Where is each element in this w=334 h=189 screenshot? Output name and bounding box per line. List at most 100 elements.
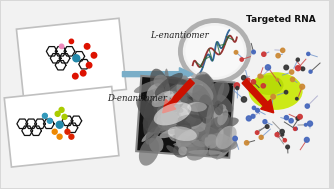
Ellipse shape — [176, 114, 203, 127]
Circle shape — [281, 133, 284, 136]
Ellipse shape — [170, 104, 183, 113]
Ellipse shape — [146, 112, 164, 145]
Ellipse shape — [194, 103, 220, 120]
Ellipse shape — [191, 130, 213, 147]
Ellipse shape — [156, 119, 190, 127]
Circle shape — [244, 141, 249, 145]
Ellipse shape — [139, 138, 159, 166]
Ellipse shape — [216, 139, 223, 149]
Ellipse shape — [178, 84, 203, 97]
Ellipse shape — [180, 92, 196, 104]
Ellipse shape — [161, 76, 188, 85]
Circle shape — [266, 125, 269, 128]
Circle shape — [308, 121, 313, 126]
Ellipse shape — [136, 99, 161, 128]
Ellipse shape — [176, 124, 191, 130]
Ellipse shape — [214, 101, 223, 115]
Ellipse shape — [192, 75, 211, 99]
Ellipse shape — [143, 115, 161, 132]
Ellipse shape — [201, 129, 215, 142]
Circle shape — [294, 127, 297, 130]
Circle shape — [265, 65, 271, 70]
Polygon shape — [16, 18, 126, 100]
Polygon shape — [136, 76, 234, 158]
Ellipse shape — [159, 129, 178, 138]
Ellipse shape — [204, 74, 218, 108]
Ellipse shape — [218, 104, 226, 112]
Circle shape — [80, 70, 86, 76]
Ellipse shape — [180, 79, 210, 101]
Ellipse shape — [204, 134, 218, 149]
Ellipse shape — [178, 146, 187, 156]
Circle shape — [258, 74, 262, 78]
Ellipse shape — [254, 75, 284, 95]
Ellipse shape — [179, 108, 188, 119]
Ellipse shape — [219, 113, 224, 148]
Ellipse shape — [214, 107, 222, 127]
Ellipse shape — [170, 103, 183, 125]
Ellipse shape — [154, 101, 168, 116]
Circle shape — [262, 52, 266, 56]
Ellipse shape — [149, 135, 164, 153]
Ellipse shape — [215, 113, 232, 144]
Ellipse shape — [172, 99, 184, 110]
Circle shape — [307, 52, 310, 56]
Ellipse shape — [190, 113, 205, 130]
Ellipse shape — [175, 125, 194, 144]
Circle shape — [301, 67, 305, 71]
Ellipse shape — [142, 126, 158, 142]
Circle shape — [236, 87, 239, 90]
Ellipse shape — [217, 83, 224, 101]
Ellipse shape — [152, 91, 174, 107]
Circle shape — [234, 50, 238, 54]
Circle shape — [283, 139, 287, 142]
Ellipse shape — [176, 129, 199, 147]
Circle shape — [65, 129, 70, 134]
Ellipse shape — [204, 105, 214, 125]
Ellipse shape — [161, 113, 182, 132]
Circle shape — [251, 80, 256, 84]
Ellipse shape — [176, 122, 181, 149]
Ellipse shape — [155, 73, 183, 96]
Ellipse shape — [180, 139, 205, 156]
Circle shape — [296, 116, 300, 120]
Circle shape — [259, 135, 263, 139]
Circle shape — [286, 145, 290, 149]
Ellipse shape — [187, 102, 207, 112]
Circle shape — [56, 121, 63, 128]
Circle shape — [291, 77, 295, 82]
Ellipse shape — [214, 128, 223, 147]
Ellipse shape — [168, 129, 199, 136]
Ellipse shape — [153, 91, 169, 101]
Ellipse shape — [154, 103, 182, 121]
Ellipse shape — [180, 103, 197, 114]
Ellipse shape — [170, 94, 188, 103]
Ellipse shape — [147, 83, 164, 101]
Ellipse shape — [168, 121, 182, 141]
Circle shape — [57, 134, 62, 139]
Polygon shape — [4, 87, 119, 167]
Circle shape — [59, 44, 64, 49]
Ellipse shape — [168, 126, 197, 141]
Ellipse shape — [144, 93, 166, 119]
Ellipse shape — [187, 112, 196, 122]
Circle shape — [289, 119, 293, 123]
Circle shape — [246, 78, 250, 82]
FancyArrow shape — [242, 79, 274, 113]
Ellipse shape — [198, 94, 213, 124]
Ellipse shape — [173, 142, 197, 147]
Circle shape — [271, 94, 276, 99]
Ellipse shape — [205, 81, 229, 105]
Ellipse shape — [217, 94, 233, 112]
Circle shape — [241, 76, 246, 80]
Ellipse shape — [170, 123, 206, 140]
Circle shape — [295, 127, 297, 130]
Ellipse shape — [184, 78, 213, 103]
Text: Targeted RNA: Targeted RNA — [246, 15, 316, 24]
Circle shape — [86, 62, 92, 68]
Circle shape — [309, 70, 312, 73]
Ellipse shape — [195, 72, 212, 89]
Ellipse shape — [202, 105, 218, 126]
Circle shape — [251, 114, 255, 118]
Ellipse shape — [248, 72, 303, 110]
